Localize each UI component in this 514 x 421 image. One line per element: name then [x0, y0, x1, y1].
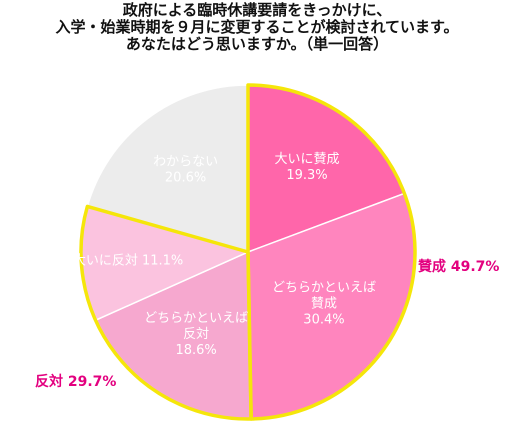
group-outlines [79, 83, 417, 421]
title-line-2: 入学・始業時期を９月に変更することが検討されています。 [55, 18, 459, 36]
group-label-agree: 賛成 49.7% [418, 258, 499, 275]
slice-label-5: わからない 20.6% [153, 154, 218, 185]
agree-outline [246, 83, 417, 421]
pie-slice-5 [86, 84, 249, 253]
disagree-outline [79, 204, 253, 421]
slice-label-2: どちらかといえば賛成 30.4% [272, 281, 376, 328]
slice-label-1: 大いに賛成 19.3% [274, 152, 339, 183]
chart-title: 政府による臨時休講要請をきっかけに、 入学・始業時期を９月に変更することが検討さ… [0, 2, 514, 53]
group-label-disagree: 反対 29.7% [35, 373, 116, 390]
slice-labels: 大いに賛成 19.3% どちらかといえば賛成 30.4% どちらかといえば反対 18.6%… [73, 152, 376, 358]
slice-label-4: 大いに反対 11.1% [73, 254, 183, 269]
title-line-3: あなたはどう思いますか。（単一回答） [125, 35, 389, 53]
slice-label-3: どちらかといえば反対 18.6% [144, 311, 248, 358]
title-line-1: 政府による臨時休講要請をきっかけに、 [122, 1, 392, 19]
